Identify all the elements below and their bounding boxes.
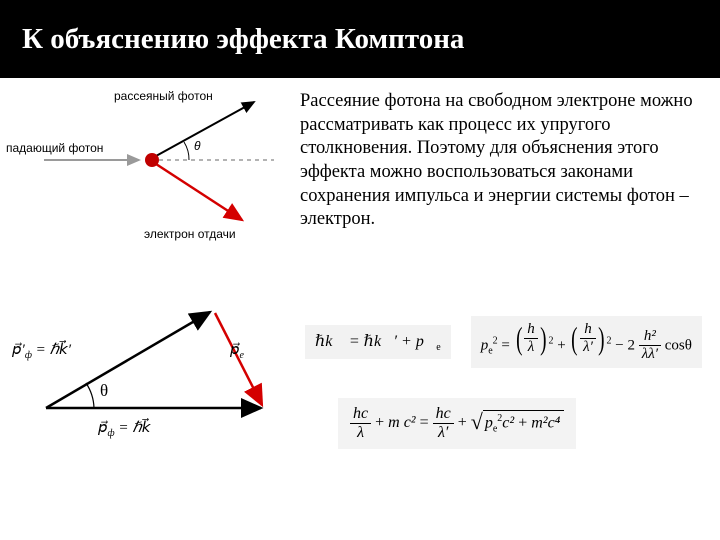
content: θ рассеяный фотон падающий фотон электро… (0, 78, 720, 540)
p-phi-label: p⃗ф = ℏk⃗ (97, 417, 152, 439)
recoil-electron-label: электрон отдачи (144, 227, 236, 241)
angle-theta-scatter: θ (194, 139, 201, 153)
equations-row-1: ℏk⃗ = ℏk⃗′ + p⃗e pe2 = (hλ)2 + (hλ′)2 − … (305, 316, 702, 368)
title-bar: К объяснению эффекта Комптона (0, 0, 720, 78)
incident-photon-label: падающий фотон (6, 141, 103, 155)
vector-triangle: θ p⃗′ф = ℏk⃗′ p⃗e p⃗ф = ℏk⃗ (6, 288, 281, 448)
body-paragraph: Рассеяние фотона на свободном электроне … (300, 90, 700, 232)
equations-row-2: hcλ + m c² = hcλ′ + √ pe2c² + m²c⁴ (338, 398, 576, 449)
momentum-conservation-eq: ℏk⃗ = ℏk⃗′ + p⃗e (305, 325, 451, 359)
angle-theta-vector: θ (100, 381, 108, 400)
energy-conservation-eq: hcλ + m c² = hcλ′ + √ pe2c² + m²c⁴ (338, 398, 576, 449)
page-title: К объяснению эффекта Комптона (22, 23, 464, 56)
p-phi-prime-label: p⃗′ф = ℏk⃗′ (11, 339, 72, 361)
pe-squared-eq: pe2 = (hλ)2 + (hλ′)2 − 2 h²λλ′ cosθ (471, 316, 702, 368)
scatter-diagram: θ рассеяный фотон падающий фотон электро… (4, 82, 294, 242)
scattered-photon-label: рассеяный фотон (114, 89, 213, 103)
